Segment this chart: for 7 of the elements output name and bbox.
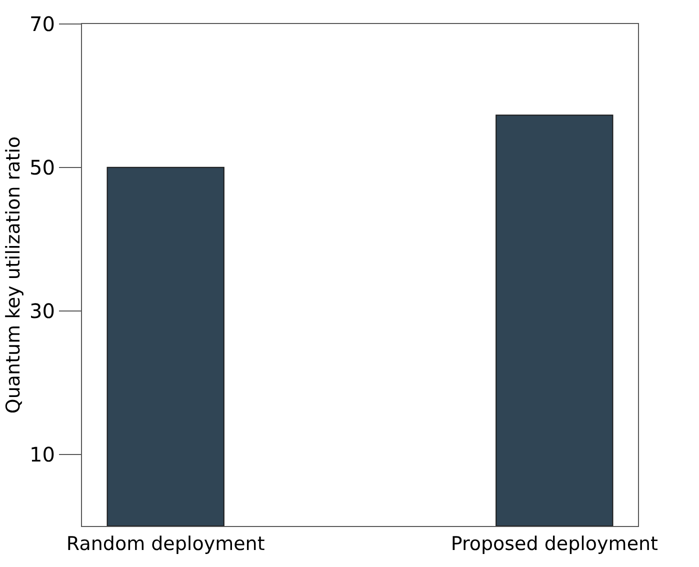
x-tick-label: Random deployment	[66, 532, 265, 555]
y-axis-title: Quantum key utilization ratio	[2, 136, 24, 414]
y-tick-label: 70	[30, 12, 55, 36]
x-tick-label: Proposed deployment	[450, 532, 658, 555]
y-tick-label: 30	[30, 298, 55, 323]
y-tick-label: 50	[30, 155, 55, 180]
y-tick-label: 10	[30, 442, 55, 466]
